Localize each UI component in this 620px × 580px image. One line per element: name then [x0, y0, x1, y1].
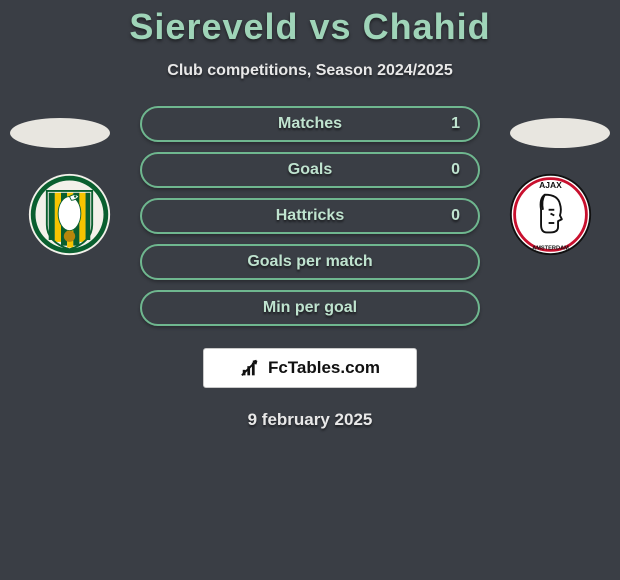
club-crest-left [22, 172, 117, 257]
date-text: 9 february 2025 [0, 410, 620, 430]
page-title: Siereveld vs Chahid [0, 0, 620, 48]
stat-label: Hattricks [142, 207, 478, 225]
stat-label: Min per goal [142, 299, 478, 317]
club-crest-right: AJAX AMSTERDAM [503, 172, 598, 257]
comparison-panel: AJAX AMSTERDAM Matches 1 Goals 0 Hattric… [0, 106, 620, 430]
stat-label: Goals per match [142, 253, 478, 271]
player-left-avatar [10, 118, 110, 148]
watermark-text: FcTables.com [268, 358, 380, 378]
stat-row-goals-per-match: Goals per match [140, 244, 480, 280]
stat-label: Goals [142, 161, 478, 179]
bar-chart-icon [240, 357, 262, 379]
player-right-avatar [510, 118, 610, 148]
stat-row-hattricks: Hattricks 0 [140, 198, 480, 234]
watermark-badge: FcTables.com [203, 348, 417, 388]
stats-list: Matches 1 Goals 0 Hattricks 0 Goals per … [140, 106, 480, 326]
svg-text:AJAX: AJAX [539, 180, 562, 190]
stat-row-matches: Matches 1 [140, 106, 480, 142]
subtitle: Club competitions, Season 2024/2025 [0, 62, 620, 80]
stat-row-goals: Goals 0 [140, 152, 480, 188]
stat-label: Matches [142, 115, 478, 133]
stat-row-min-per-goal: Min per goal [140, 290, 480, 326]
svg-text:AMSTERDAM: AMSTERDAM [532, 245, 569, 251]
